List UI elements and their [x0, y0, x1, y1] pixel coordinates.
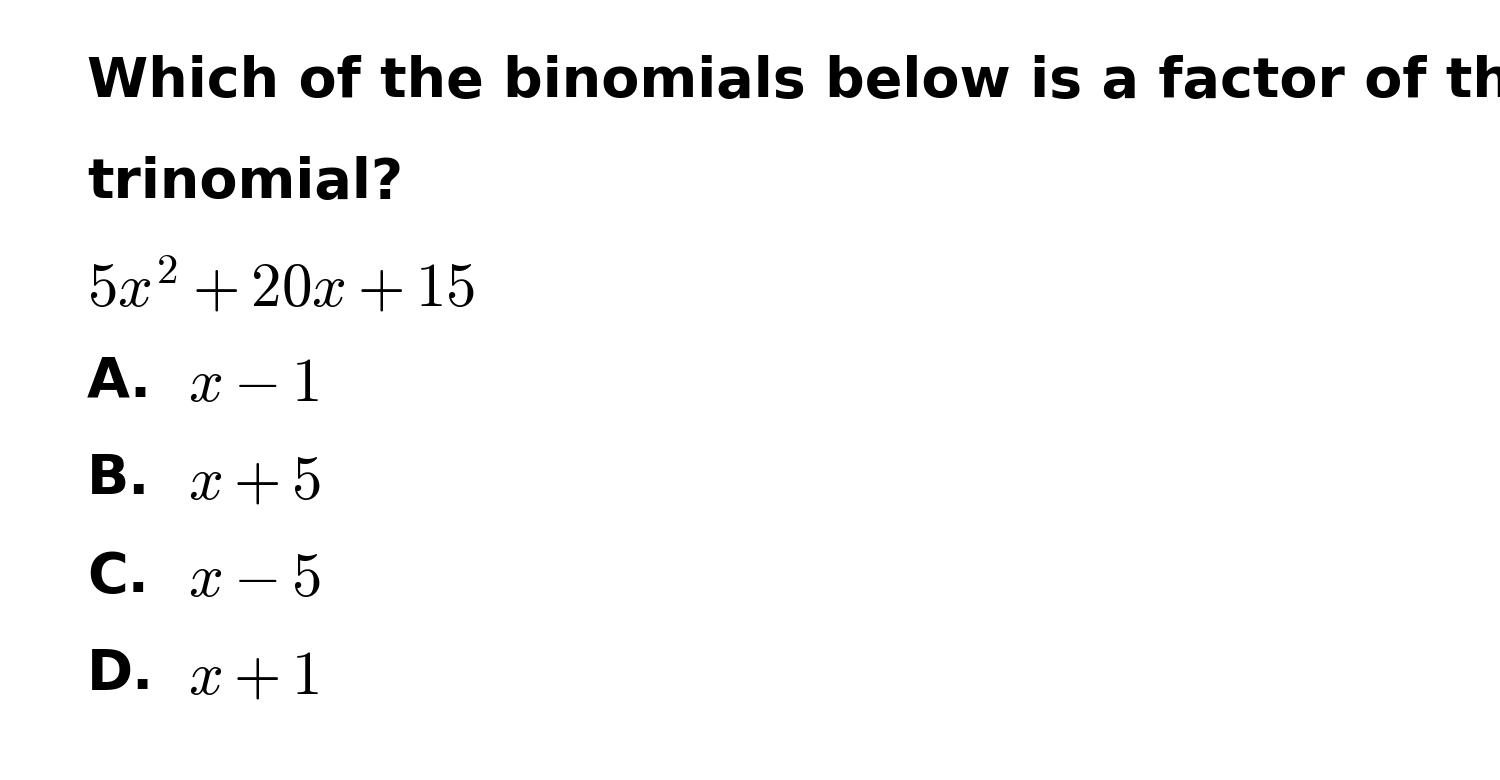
Text: $x - 5$: $x - 5$: [188, 550, 321, 609]
Text: C.: C.: [87, 550, 148, 604]
Text: $x + 5$: $x + 5$: [188, 452, 321, 512]
Text: D.: D.: [87, 647, 154, 701]
Text: Which of the binomials below is a factor of this: Which of the binomials below is a factor…: [87, 55, 1500, 108]
Text: A.: A.: [87, 355, 152, 409]
Text: $x + 1$: $x + 1$: [188, 647, 320, 707]
Text: trinomial?: trinomial?: [87, 156, 404, 210]
Text: $x - 1$: $x - 1$: [188, 355, 320, 414]
Text: $5x^2 + 20x + 15$: $5x^2 + 20x + 15$: [87, 257, 476, 319]
Text: B.: B.: [87, 452, 150, 506]
